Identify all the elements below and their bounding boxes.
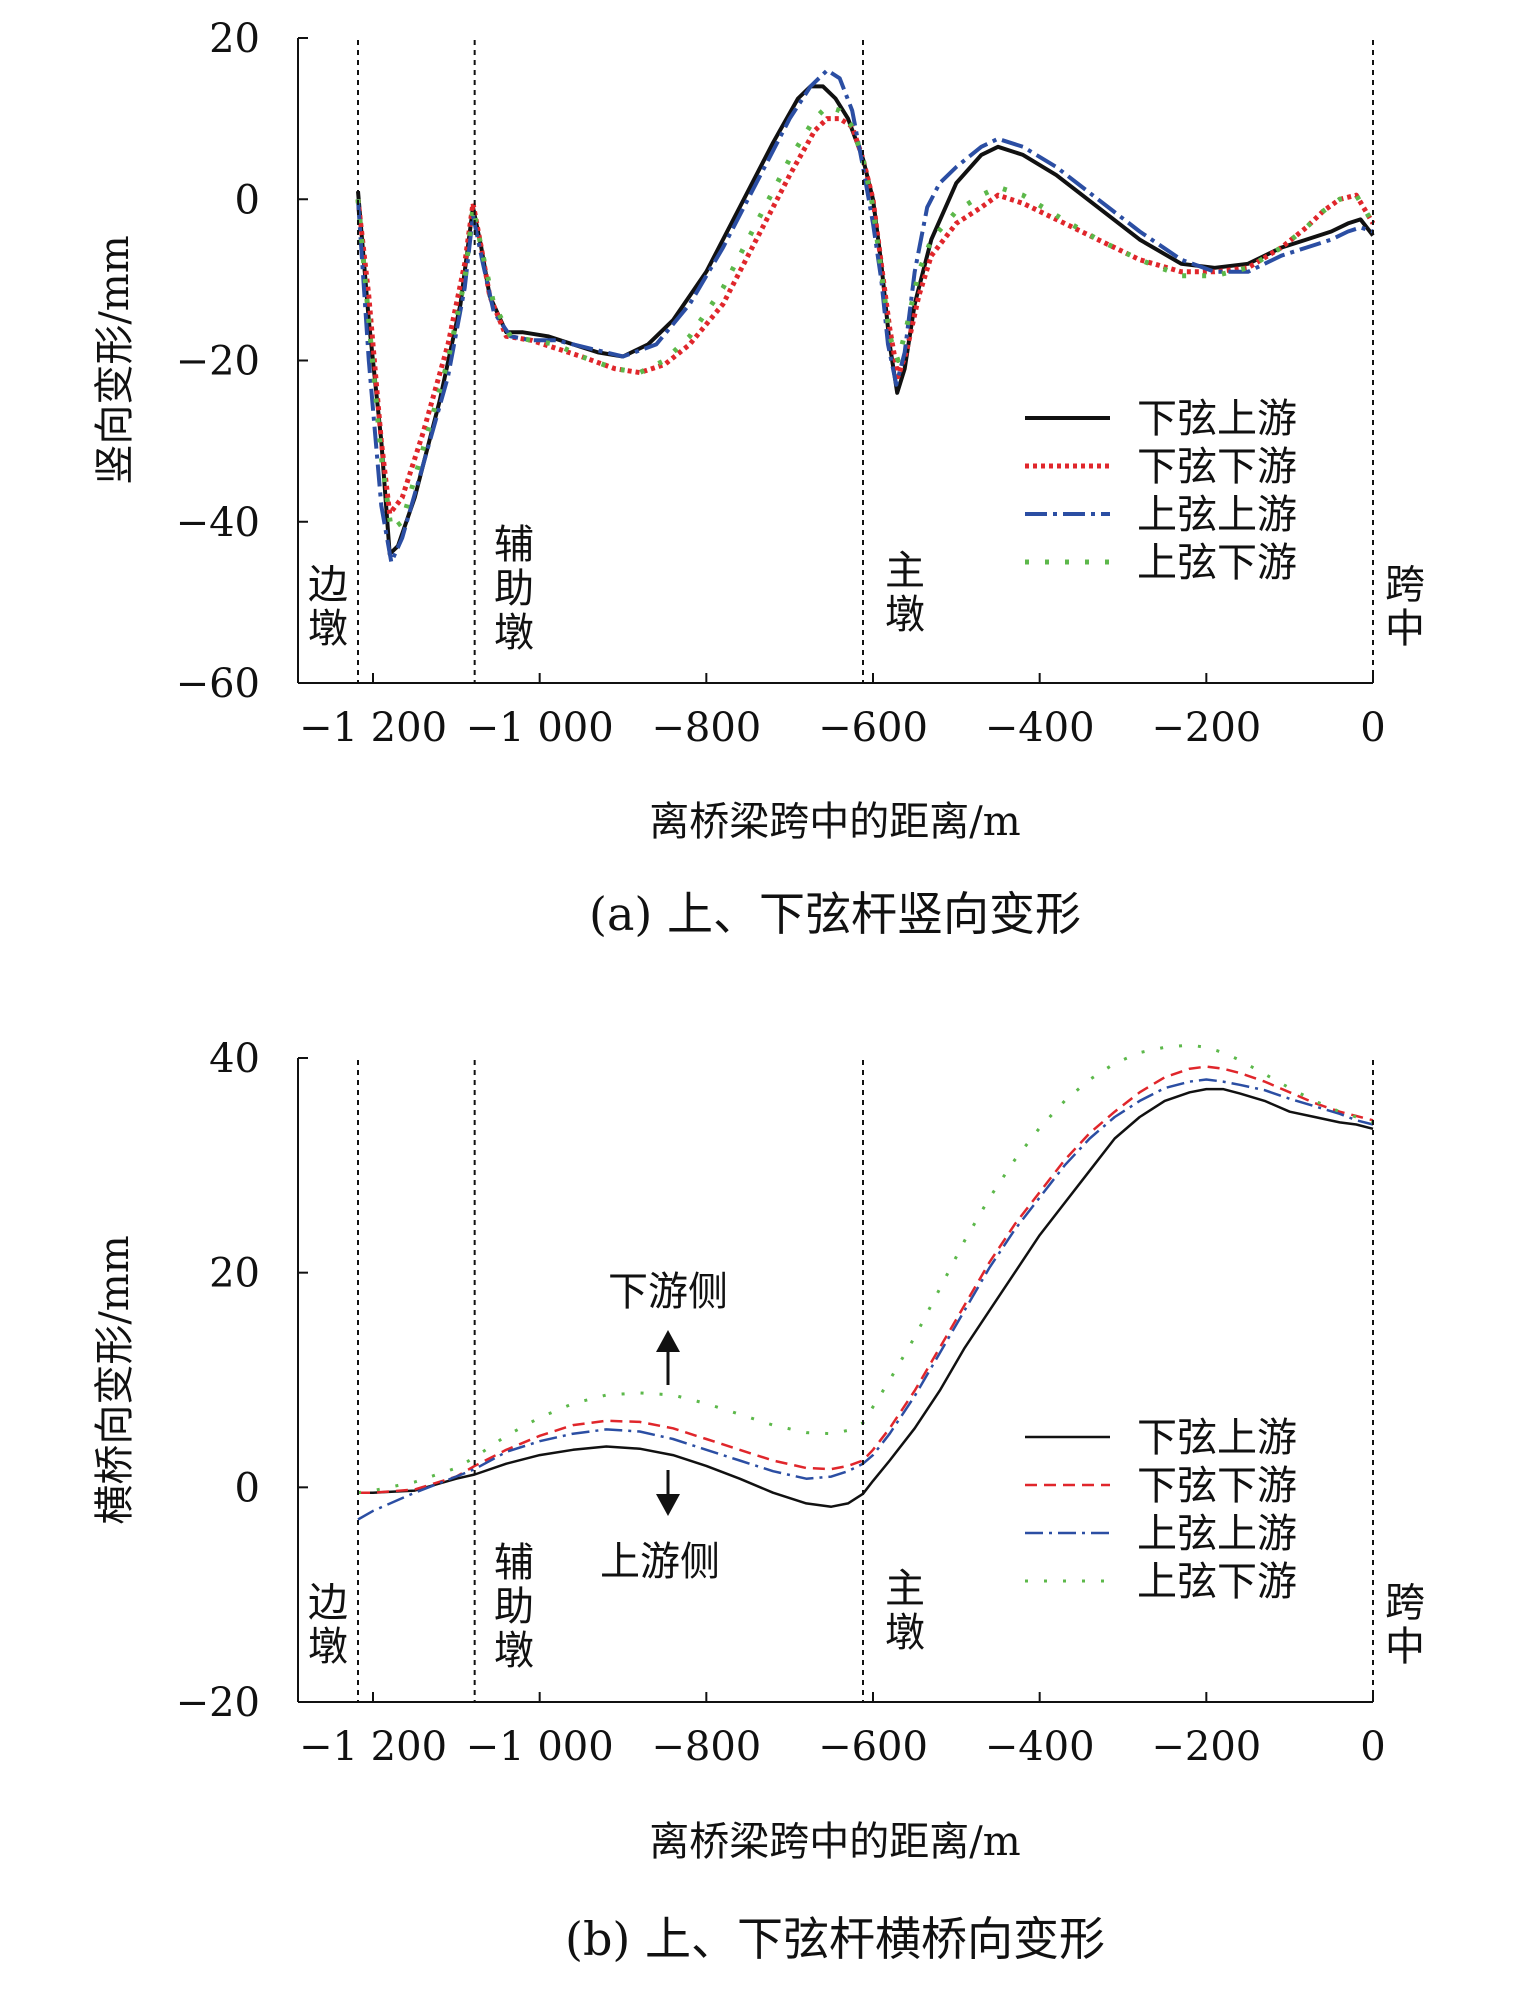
- pier-label-char: 边: [308, 562, 348, 608]
- x-tick-label: −800: [651, 1724, 761, 1770]
- pier-label-char: 助: [494, 566, 534, 612]
- panel-b-y-tick-labels: 40 20 0 −20: [176, 1036, 260, 1726]
- panel-b-y-axis-title: 横桥向变形/mm: [92, 1235, 138, 1524]
- panel-a-vertical-deformation: −1 200 −1 000 −800 −600 −400 −200 0 20 0 −20 −40 −…: [92, 16, 1425, 941]
- pier-label-char: 主: [885, 1566, 925, 1612]
- pier-label-char: 墩: [885, 592, 925, 638]
- up-arrow-icon: [656, 1330, 680, 1352]
- panel-a-label-side-pier: 边 墩: [308, 562, 348, 652]
- panel-a-y-axis-title: 竖向变形/mm: [92, 235, 138, 484]
- pier-label-char: 中: [1385, 606, 1425, 652]
- panel-a-label-mid-span: 跨 中: [1385, 562, 1425, 652]
- series-line-lower-upstream: [358, 1087, 1374, 1508]
- x-tick-label: −1 200: [299, 1724, 447, 1770]
- panel-a-legend: 下弦上游 下弦下游 上弦上游 上弦下游: [1025, 396, 1297, 586]
- x-tick-label: −600: [818, 705, 928, 751]
- legend-label-lower-downstream: 下弦下游: [1137, 1463, 1297, 1509]
- x-tick-label: −400: [985, 1724, 1095, 1770]
- x-tick-label: 0: [1360, 1724, 1385, 1770]
- x-tick-label: −600: [818, 1724, 928, 1770]
- panel-a-caption: (a) 上、下弦杆竖向变形: [589, 887, 1081, 941]
- pier-label-char: 墩: [494, 610, 534, 656]
- legend-label-lower-upstream: 下弦上游: [1137, 396, 1297, 442]
- legend-label-lower-upstream: 下弦上游: [1137, 1415, 1297, 1461]
- pier-label-char: 跨: [1385, 562, 1425, 608]
- y-tick-label: 0: [235, 177, 260, 223]
- x-tick-label: −1 200: [299, 705, 447, 751]
- upstream-side-label: 上游侧: [600, 1539, 720, 1585]
- legend-label-upper-downstream: 上弦下游: [1137, 540, 1297, 586]
- panel-b-legend: 下弦上游 下弦下游 上弦上游 上弦下游: [1025, 1415, 1297, 1605]
- pier-label-char: 主: [885, 548, 925, 594]
- panel-b-pier-lines: [357, 1060, 1374, 1702]
- pier-label-char: 墩: [885, 1610, 925, 1656]
- panel-b-label-aux-pier: 辅 助 墩: [494, 1540, 534, 1674]
- pier-label-char: 跨: [1385, 1580, 1425, 1626]
- panel-a-pier-lines: [357, 40, 1374, 683]
- panel-b-label-main-pier: 主 墩: [885, 1566, 925, 1656]
- y-tick-label: 20: [209, 1251, 260, 1297]
- legend-label-lower-downstream: 下弦下游: [1137, 444, 1297, 490]
- panel-b-caption: (b) 上、下弦杆横桥向变形: [565, 1912, 1105, 1966]
- x-tick-label: −1 000: [466, 1724, 614, 1770]
- y-tick-label: −20: [176, 1680, 260, 1726]
- y-tick-label: 20: [209, 16, 260, 62]
- panel-b-x-tick-labels: −1 200 −1 000 −800 −600 −400 −200 0: [299, 1724, 1386, 1770]
- pier-label-char: 墩: [308, 1624, 348, 1670]
- legend-label-upper-downstream: 上弦下游: [1137, 1559, 1297, 1605]
- panel-b-label-side-pier: 边 墩: [308, 1580, 348, 1670]
- y-tick-label: 0: [235, 1465, 260, 1511]
- downstream-side-annotation: 下游侧: [608, 1269, 728, 1385]
- pier-label-char: 助: [494, 1584, 534, 1630]
- panel-a-ticks: [298, 37, 1374, 684]
- pier-label-char: 墩: [308, 606, 348, 652]
- x-tick-label: −200: [1151, 1724, 1261, 1770]
- down-arrow-icon: [656, 1494, 680, 1516]
- x-tick-label: 0: [1360, 705, 1385, 751]
- panel-a-label-main-pier: 主 墩: [885, 548, 925, 638]
- x-tick-label: −400: [985, 705, 1095, 751]
- legend-label-upper-upstream: 上弦上游: [1137, 492, 1297, 538]
- legend-label-upper-upstream: 上弦上游: [1137, 1511, 1297, 1557]
- panel-a-label-aux-pier: 辅 助 墩: [494, 522, 534, 656]
- panel-a-x-axis-title: 离桥梁跨中的距离/m: [649, 799, 1020, 845]
- pier-label-char: 中: [1385, 1624, 1425, 1670]
- panel-b-ticks: [298, 1057, 1374, 1703]
- panel-b-label-mid-span: 跨 中: [1385, 1580, 1425, 1670]
- y-tick-label: −60: [176, 661, 260, 707]
- panel-a-x-tick-labels: −1 200 −1 000 −800 −600 −400 −200 0: [299, 705, 1386, 751]
- y-tick-label: −20: [176, 339, 260, 385]
- y-tick-label: 40: [209, 1036, 260, 1082]
- downstream-side-label: 下游侧: [608, 1269, 728, 1315]
- panel-b-lateral-deformation: −1 200 −1 000 −800 −600 −400 −200 0 40 20 0 −20 横…: [92, 1036, 1425, 1966]
- panel-b-x-axis-title: 离桥梁跨中的距离/m: [649, 1819, 1020, 1865]
- pier-label-char: 墩: [494, 1628, 534, 1674]
- y-tick-label: −40: [176, 500, 260, 546]
- x-tick-label: −1 000: [466, 705, 614, 751]
- panel-b-series: [357, 1043, 1374, 1521]
- pier-label-char: 边: [308, 1580, 348, 1626]
- pier-label-char: 辅: [494, 522, 534, 568]
- series-line-lower-downstream: [358, 1065, 1374, 1494]
- x-tick-label: −800: [651, 705, 761, 751]
- pier-label-char: 辅: [494, 1540, 534, 1586]
- panel-a-y-tick-labels: 20 0 −20 −40 −60: [176, 16, 260, 707]
- upstream-side-annotation: 上游侧: [600, 1470, 720, 1585]
- x-tick-label: −200: [1151, 705, 1261, 751]
